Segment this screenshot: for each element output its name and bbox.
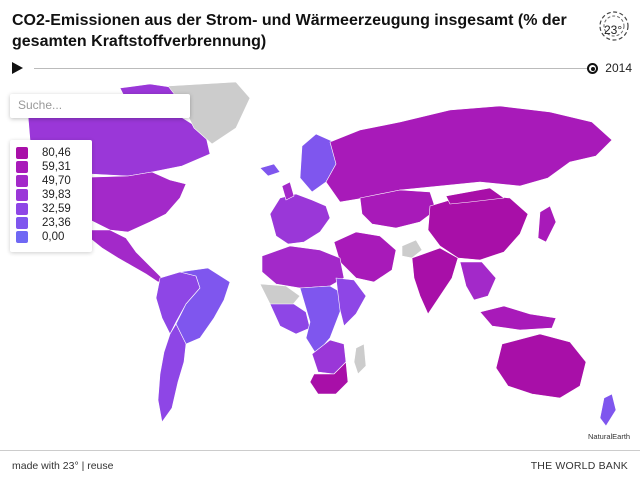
search-box[interactable] (10, 94, 190, 118)
region-grossbritannien[interactable] (281, 181, 295, 201)
legend-item[interactable]: 59,31 (16, 160, 71, 173)
legend-label: 49,70 (42, 174, 71, 187)
region-indonesien[interactable] (479, 305, 557, 331)
legend-label: 32,59 (42, 202, 71, 215)
region-madagaskar[interactable] (353, 343, 367, 375)
legend-item[interactable]: 39,83 (16, 188, 71, 201)
legend-swatch (16, 230, 28, 243)
region-argentinien[interactable] (157, 323, 187, 423)
region-suedafrika[interactable] (309, 361, 349, 395)
region-naher-osten[interactable] (333, 231, 397, 283)
world-map[interactable] (0, 82, 640, 450)
region-brasilien[interactable] (175, 267, 231, 345)
legend-swatch (16, 174, 28, 187)
legend-item[interactable]: 80,46 (16, 146, 71, 159)
region-japan[interactable] (537, 205, 557, 243)
page-title: CO2-Emissionen aus der Strom- und Wärmee… (12, 12, 567, 50)
region-afghanistan[interactable] (401, 239, 423, 259)
legend-item[interactable]: 49,70 (16, 174, 71, 187)
legend-label: 23,36 (42, 216, 71, 229)
legend-label: 59,31 (42, 160, 71, 173)
world-map-svg (0, 82, 640, 450)
footer-separator: | (78, 460, 88, 472)
region-ostafrika[interactable] (335, 277, 367, 327)
legend-swatch (16, 146, 28, 159)
map-attribution[interactable]: NaturalEarth (588, 432, 631, 441)
region-suedostasien[interactable] (459, 261, 497, 301)
legend: 80,46 59,31 49,70 39,83 32,59 23,36 0,00 (10, 140, 92, 252)
legend-item[interactable]: 23,36 (16, 216, 71, 229)
reuse-link[interactable]: reuse (87, 460, 114, 472)
logo[interactable]: 23° (596, 8, 632, 44)
legend-swatch (16, 160, 28, 173)
footer: made with 23° | reuse THE WORLD BANK (0, 450, 640, 481)
region-indien[interactable] (411, 247, 459, 315)
region-neuseeland[interactable] (599, 393, 617, 427)
legend-label: 80,46 (42, 146, 71, 159)
made-with-link[interactable]: made with 23° (12, 460, 79, 472)
legend-swatch (16, 202, 28, 215)
legend-label: 0,00 (42, 230, 65, 243)
region-russland[interactable] (325, 105, 613, 203)
timeline-handle[interactable] (587, 63, 598, 74)
region-australien[interactable] (495, 333, 587, 399)
legend-swatch (16, 216, 28, 229)
region-zentralafrika[interactable] (299, 285, 345, 355)
timeline-year: 2014 (605, 61, 632, 75)
timeline-track[interactable] (34, 68, 592, 69)
timeline: 2014 (12, 58, 632, 80)
legend-swatch (16, 188, 28, 201)
legend-item[interactable]: 32,59 (16, 202, 71, 215)
23-degrees-logo-icon (599, 11, 629, 41)
region-mongolei[interactable] (445, 187, 505, 205)
logo-text: 23° (604, 23, 623, 37)
play-icon[interactable] (12, 62, 23, 74)
region-zentralasien[interactable] (359, 189, 437, 229)
source-label: THE WORLD BANK (530, 460, 628, 472)
region-sahel-nodata[interactable] (259, 283, 301, 309)
search-input[interactable] (10, 94, 186, 116)
region-island[interactable] (259, 163, 281, 177)
legend-label: 39,83 (42, 188, 71, 201)
legend-item[interactable]: 0,00 (16, 230, 64, 243)
footer-credit: made with 23° | reuse (12, 460, 113, 472)
